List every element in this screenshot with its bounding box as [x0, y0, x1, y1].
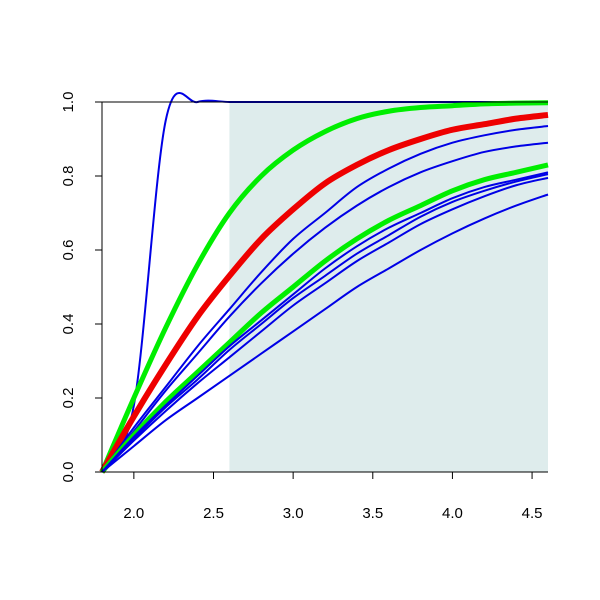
series-line-7: [101, 171, 549, 473]
y-tick-label: 0.8: [60, 166, 77, 187]
x-tick-label: 3.0: [283, 505, 304, 522]
series-line-8: [101, 173, 549, 473]
series-line-10: [101, 193, 549, 473]
x-tick-label: 3.5: [362, 505, 383, 522]
y-tick-label: 0.2: [60, 388, 77, 409]
series-line-2: [99, 100, 549, 473]
y-axis-ticks: 0.0 0.2 0.4 0.6 0.8 1.0: [60, 92, 102, 483]
y-tick-label: 0.6: [60, 240, 77, 261]
x-tick-label: 4.0: [442, 505, 463, 522]
series-line-4: [101, 125, 549, 473]
shaded-region: [229, 102, 548, 472]
x-tick-label: 4.5: [522, 505, 543, 522]
y-tick-label: 0.4: [60, 314, 77, 335]
series-layer: [99, 92, 549, 474]
y-tick-label: 0.0: [60, 462, 77, 483]
x-tick-label: 2.0: [123, 505, 144, 522]
series-line-9: [101, 176, 549, 473]
x-axis-ticks: 2.0 2.5 3.0 3.5 4.0 4.5: [123, 472, 543, 522]
series-line-5: [101, 141, 549, 473]
y-tick-label: 1.0: [60, 92, 77, 113]
x-tick-label: 2.5: [203, 505, 224, 522]
series-line-6: [100, 162, 549, 474]
series-line-3: [99, 111, 549, 474]
